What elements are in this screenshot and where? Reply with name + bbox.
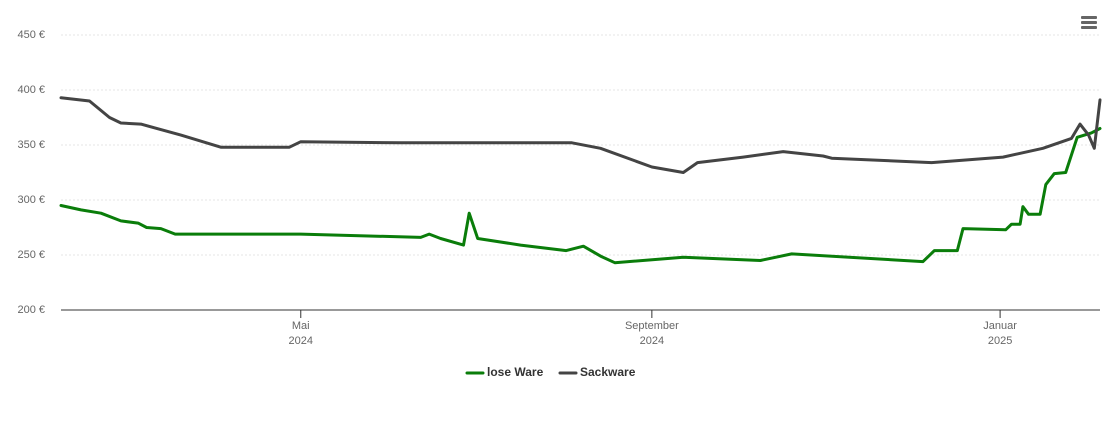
y-tick-label: 300 € [17,194,45,206]
y-tick-label: 450 € [17,29,45,41]
menu-bar [1081,21,1097,24]
x-tick-label: Januar [983,320,1017,332]
x-tick-label: September [625,320,679,332]
x-tick-label: 2025 [988,335,1012,347]
x-tick-label: Mai [292,320,310,332]
series-line [59,127,1102,265]
x-tick-label: 2024 [289,335,313,347]
menu-bar [1081,16,1097,19]
legend-item[interactable]: Sackware [558,365,636,379]
y-tick-label: 400 € [17,84,45,96]
y-tick-label: 350 € [17,139,45,151]
x-tick-label: 2024 [640,335,664,347]
menu-bar [1081,26,1097,29]
legend-item[interactable]: lose Ware [465,365,544,379]
legend-label: Sackware [580,365,636,379]
y-tick-label: 250 € [17,249,45,261]
legend-label: lose Ware [487,365,544,379]
y-tick-label: 200 € [17,304,45,316]
series-line [59,96,1102,174]
menu-icon[interactable] [1081,16,1097,29]
